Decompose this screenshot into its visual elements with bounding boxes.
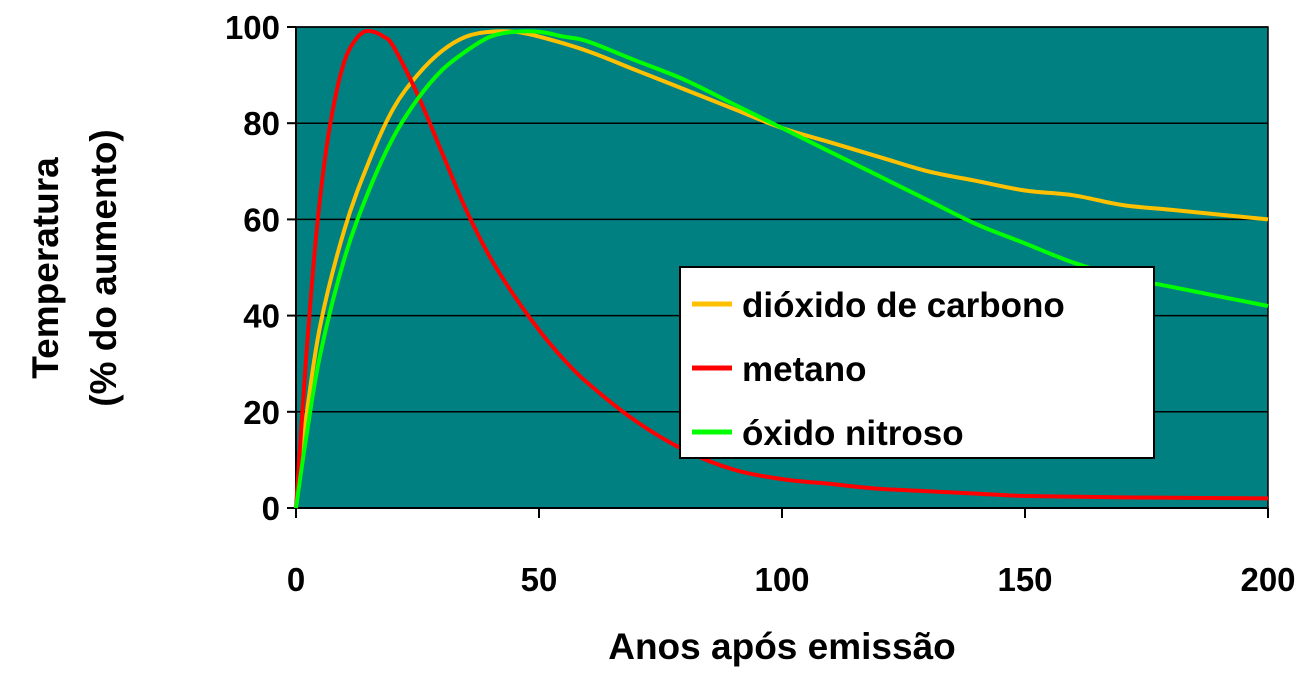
series-line-oxido-nitroso bbox=[294, 29, 1269, 509]
legend-label-dioxido-de-carbono: dióxido de carbono bbox=[742, 286, 1065, 325]
x-tick-label: 0 bbox=[287, 561, 305, 598]
axes: 0 20 40 60 80 100 0 50 100 150 200 bbox=[225, 9, 1296, 598]
y-axis-title: Temperatura (% do aumento) bbox=[25, 129, 124, 406]
legend-label-oxido-nitroso: óxido nitroso bbox=[742, 414, 964, 453]
x-tick-label: 200 bbox=[1240, 561, 1295, 598]
x-tick-label: 150 bbox=[997, 561, 1052, 598]
series-line-dioxido-de-carbono bbox=[294, 29, 1269, 509]
x-tick-label: 100 bbox=[754, 561, 809, 598]
series-line-metano bbox=[294, 28, 1269, 509]
y-tick-label: 40 bbox=[243, 298, 280, 335]
series-lines bbox=[294, 28, 1269, 509]
y-tick-label: 100 bbox=[225, 9, 280, 46]
y-axis-title-line-1: Temperatura bbox=[25, 157, 66, 379]
y-tick-label: 20 bbox=[243, 394, 280, 431]
x-tick-label: 50 bbox=[521, 561, 558, 598]
legend: dióxido de carbono metano óxido nitroso bbox=[679, 266, 1155, 459]
y-tick-label: 60 bbox=[243, 201, 280, 238]
y-tick-label: 0 bbox=[262, 490, 280, 527]
legend-label-metano: metano bbox=[742, 350, 866, 389]
x-axis-title: Anos após emissão bbox=[608, 626, 956, 667]
y-axis-title-line-2: (% do aumento) bbox=[83, 129, 124, 406]
y-tick-label: 80 bbox=[243, 105, 280, 142]
legend-box bbox=[679, 266, 1155, 459]
